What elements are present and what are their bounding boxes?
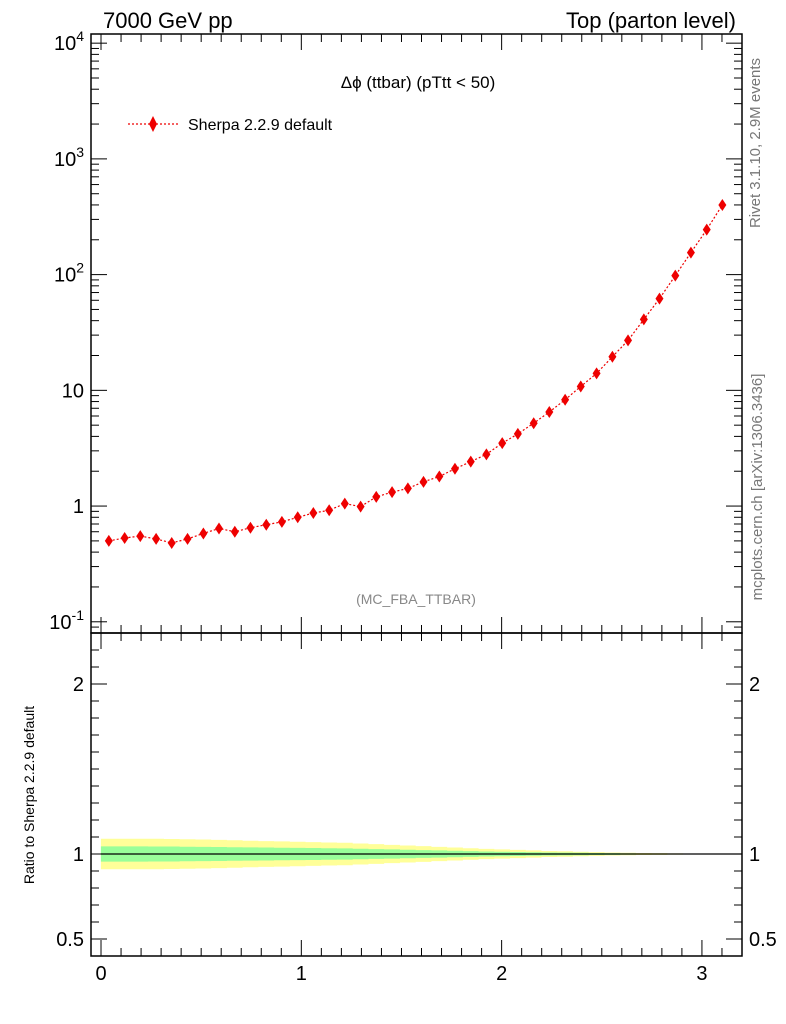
data-point [230, 525, 239, 538]
data-point [435, 470, 444, 483]
data-point [718, 198, 727, 211]
x-tick-label: 0 [95, 963, 106, 985]
main-y-ticks [91, 42, 742, 634]
data-point [136, 530, 145, 543]
x-ticks [100, 34, 723, 956]
header-right: Top (parton level) [566, 8, 736, 33]
data-point [671, 269, 680, 282]
data-point [403, 482, 412, 495]
chart-title: Δϕ (ttbar) (pTtt < 50) [341, 73, 496, 92]
x-tick-label: 1 [296, 963, 307, 985]
series-line [108, 204, 723, 544]
mcplots-reference-label: mcplots.cern.ch [arXiv:1306.3436] [749, 374, 766, 601]
ratio-y-axis-label: Ratio to Sherpa 2.2.9 default [21, 706, 37, 884]
data-point [513, 427, 522, 440]
data-point [655, 292, 664, 305]
data-point [482, 448, 491, 461]
data-point [152, 532, 161, 545]
series-points [104, 198, 727, 549]
data-point [624, 334, 633, 347]
ratio-bands [100, 838, 742, 870]
data-point [325, 504, 334, 517]
data-point [498, 437, 507, 450]
data-point [419, 475, 428, 488]
data-point [608, 350, 617, 363]
data-point [309, 507, 318, 520]
y-tick-label: 10 [62, 380, 84, 402]
data-point [702, 223, 711, 236]
data-point [450, 462, 459, 475]
data-point [246, 521, 255, 534]
ratio-y-ticks [91, 649, 742, 940]
data-point [262, 518, 271, 531]
ratio-tick-label-right: 0.5 [749, 929, 777, 951]
ratio-y-tick-labels: 0.5 0.5 1 1 2 2 [56, 674, 777, 951]
data-point [356, 500, 365, 513]
data-point [639, 313, 648, 326]
series-path [108, 204, 723, 544]
ratio-plot-frame [90, 632, 743, 957]
y-tick-label: 104 [54, 28, 84, 55]
legend-label: Sherpa 2.2.9 default [188, 117, 333, 134]
main-y-tick-labels: 10-1 1 10 102 103 104 [49, 28, 84, 634]
data-point [214, 522, 223, 535]
ratio-tick-label-right: 2 [749, 674, 760, 696]
legend: Sherpa 2.2.9 default [128, 116, 333, 134]
ratio-tick-label-left: 1 [73, 844, 84, 866]
data-point [576, 380, 585, 393]
y-tick-label: 1 [73, 496, 84, 518]
data-point [686, 246, 695, 259]
y-tick-label: 10-1 [49, 607, 84, 634]
data-point [592, 367, 601, 380]
ratio-tick-label-left: 0.5 [56, 929, 84, 951]
x-tick-label: 2 [496, 963, 507, 985]
data-point [167, 536, 176, 549]
data-point [388, 486, 397, 499]
y-tick-label: 103 [54, 144, 84, 171]
data-point [104, 534, 113, 547]
x-tick-labels: 0 1 2 3 [95, 963, 707, 985]
x-tick-label: 3 [696, 963, 707, 985]
rivet-version-label: Rivet 3.1.10, 2.9M events [747, 58, 764, 228]
y-tick-label: 102 [54, 260, 84, 287]
data-point [293, 511, 302, 524]
data-point [466, 455, 475, 468]
ratio-tick-label-right: 1 [749, 844, 760, 866]
ratio-tick-label-left: 2 [73, 674, 84, 696]
data-point [340, 497, 349, 510]
data-point [545, 405, 554, 418]
legend-diamond-icon [149, 116, 157, 132]
data-point [183, 532, 192, 545]
data-point [277, 515, 286, 528]
header-left: 7000 GeV pp [103, 8, 233, 33]
data-point [529, 417, 538, 430]
data-point [561, 393, 570, 406]
data-point [120, 531, 129, 544]
data-point [372, 490, 381, 503]
analysis-annotation: (MC_FBA_TTBAR) [356, 591, 476, 607]
data-point [199, 527, 208, 540]
